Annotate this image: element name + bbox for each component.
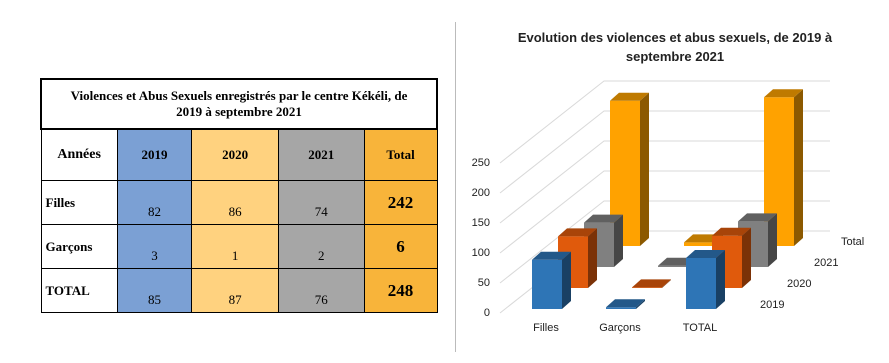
y-tick-label: 200 <box>472 187 490 199</box>
depth-label: 2021 <box>814 257 838 269</box>
bar-front <box>764 97 794 246</box>
value-cell: 248 <box>363 268 438 313</box>
bar-side <box>742 227 751 288</box>
header-cell: 2021 <box>277 128 365 181</box>
bar-front <box>532 259 562 309</box>
bar <box>606 299 645 309</box>
row-label: TOTAL <box>40 268 118 313</box>
grid-line <box>499 110 830 194</box>
value-cell: 3 <box>116 224 193 269</box>
divider <box>455 22 456 352</box>
bar-top <box>686 250 725 258</box>
data-row: Garçons 3 1 2 6 <box>40 224 438 269</box>
value-cell: 2 <box>277 224 365 269</box>
value-cell: 74 <box>277 180 365 225</box>
bar-front <box>658 265 688 267</box>
x-tick-label: TOTAL <box>683 322 717 334</box>
grid-line <box>499 80 830 164</box>
table-title: Violences et Abus Sexuels enregistrés pa… <box>40 78 438 130</box>
bar-top <box>558 228 597 237</box>
data-table: Violences et Abus Sexuels enregistrés pa… <box>40 78 438 313</box>
value-cell: 87 <box>191 268 279 313</box>
bar-top <box>610 92 649 101</box>
y-tick-label: 150 <box>472 217 490 229</box>
bar-front <box>606 307 636 309</box>
data-row: Filles 82 86 74 242 <box>40 180 438 225</box>
y-tick-label: 250 <box>472 157 490 169</box>
y-tick-label: 0 <box>484 307 490 319</box>
bar-side <box>640 92 649 246</box>
row-label: Garçons <box>40 224 118 269</box>
value-cell: 1 <box>191 224 279 269</box>
bar-top <box>532 251 571 260</box>
header-cell: Total <box>363 128 438 181</box>
bar <box>610 92 649 246</box>
grid-line <box>499 140 830 224</box>
bar-front <box>632 287 662 288</box>
y-tick-label: 50 <box>478 277 490 289</box>
bar-top <box>712 227 751 236</box>
x-tick-label: Filles <box>533 322 559 334</box>
bar-front <box>610 100 640 246</box>
bar-side <box>768 213 777 267</box>
bar-front <box>684 242 714 246</box>
header-cell: Années <box>40 128 118 181</box>
bar <box>686 250 725 309</box>
data-row: TOTAL 85 87 76 248 <box>40 268 438 313</box>
bar-top <box>738 213 777 222</box>
x-tick-label: Garçons <box>599 322 641 334</box>
bar-top <box>764 89 803 98</box>
bar-front <box>686 258 716 309</box>
bar <box>632 279 671 288</box>
bar-side <box>716 250 725 309</box>
header-cell: 2020 <box>191 128 279 181</box>
title-row: Violences et Abus Sexuels enregistrés pa… <box>40 78 438 130</box>
grid-line <box>499 170 830 254</box>
depth-label: Total <box>841 236 864 248</box>
value-cell: 86 <box>191 180 279 225</box>
value-cell: 76 <box>277 268 365 313</box>
bar-side <box>794 89 803 246</box>
value-cell: 82 <box>116 180 193 225</box>
y-tick-label: 100 <box>472 247 490 259</box>
value-cell: 242 <box>363 180 438 225</box>
depth-label: 2019 <box>760 299 784 311</box>
value-cell: 6 <box>363 224 438 269</box>
bar-side <box>662 279 671 288</box>
header-row: Années 2019 2020 2021 Total <box>40 128 438 181</box>
bar-side <box>614 214 623 267</box>
depth-label: 2020 <box>787 278 811 290</box>
chart-title: Evolution des violences et abus sexuels,… <box>517 30 833 64</box>
bar-top <box>632 279 671 288</box>
bar <box>532 251 571 309</box>
bar <box>764 89 803 246</box>
bar-top <box>584 214 623 223</box>
bar-side <box>588 228 597 288</box>
grid-line <box>499 200 830 284</box>
bar-side <box>562 251 571 309</box>
bar-top <box>606 299 645 308</box>
bar-side <box>636 299 645 309</box>
